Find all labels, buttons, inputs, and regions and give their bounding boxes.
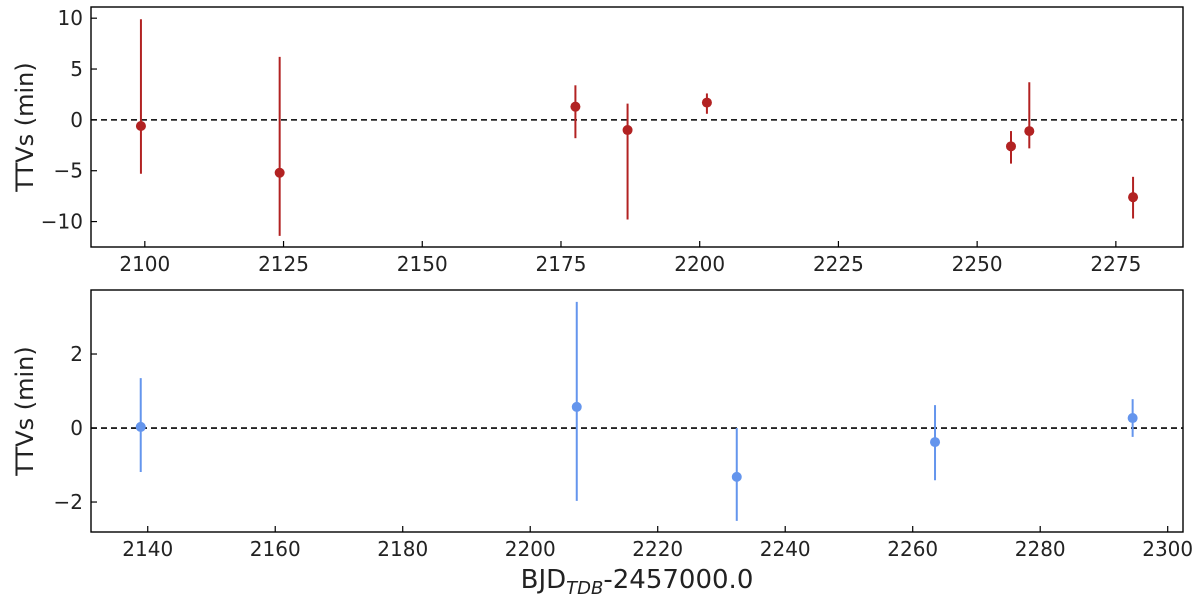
y-tick-label: −10 bbox=[41, 210, 83, 234]
x-tick-label: 2100 bbox=[119, 252, 170, 276]
x-label-suffix: -2457000.0 bbox=[603, 565, 753, 595]
point bbox=[731, 471, 742, 482]
x-tick-label: 2175 bbox=[536, 252, 587, 276]
plot-frame bbox=[90, 289, 1184, 533]
x-tick-label: 2180 bbox=[377, 537, 428, 561]
x-tick-label: 2300 bbox=[1142, 537, 1193, 561]
x-axis-label: BJDTDB-2457000.0 bbox=[521, 565, 754, 599]
x-tick-label: 2150 bbox=[397, 252, 448, 276]
y-axis-label: TTVs (min) bbox=[11, 346, 39, 476]
y-tick-label: −5 bbox=[54, 159, 83, 183]
point bbox=[570, 101, 581, 112]
point bbox=[930, 437, 941, 448]
x-tick-label: 2250 bbox=[952, 252, 1003, 276]
x-tick-label: 2125 bbox=[258, 252, 309, 276]
y-axis-label: TTVs (min) bbox=[11, 62, 39, 192]
x-tick-label: 2200 bbox=[674, 252, 725, 276]
x-label-sub: TDB bbox=[566, 578, 603, 599]
point bbox=[1005, 141, 1016, 152]
x-tick-label: 2220 bbox=[632, 537, 683, 561]
y-tick-label: 0 bbox=[70, 108, 83, 132]
x-tick-label: 2200 bbox=[505, 537, 556, 561]
y-tick-label: −2 bbox=[54, 490, 83, 514]
point bbox=[135, 421, 146, 432]
y-tick-label: 5 bbox=[70, 57, 83, 81]
x-label-main: BJD bbox=[521, 565, 567, 595]
y-tick-label: 2 bbox=[70, 342, 83, 366]
y-tick-label: 10 bbox=[58, 6, 83, 30]
x-tick-label: 2225 bbox=[813, 252, 864, 276]
x-tick-label: 2240 bbox=[760, 537, 811, 561]
point bbox=[1128, 192, 1139, 203]
point bbox=[274, 167, 285, 178]
y-tick-label: 0 bbox=[70, 416, 83, 440]
x-tick-label: 2275 bbox=[1090, 252, 1141, 276]
point bbox=[1024, 126, 1035, 137]
x-tick-label: 2140 bbox=[122, 537, 173, 561]
point bbox=[571, 401, 582, 412]
point bbox=[701, 97, 712, 108]
point bbox=[622, 125, 633, 136]
x-tick-label: 2280 bbox=[1015, 537, 1066, 561]
x-tick-label: 2260 bbox=[887, 537, 938, 561]
point bbox=[135, 120, 146, 131]
plot-frame bbox=[90, 6, 1184, 248]
x-tick-label: 2160 bbox=[250, 537, 301, 561]
point bbox=[1127, 413, 1138, 424]
